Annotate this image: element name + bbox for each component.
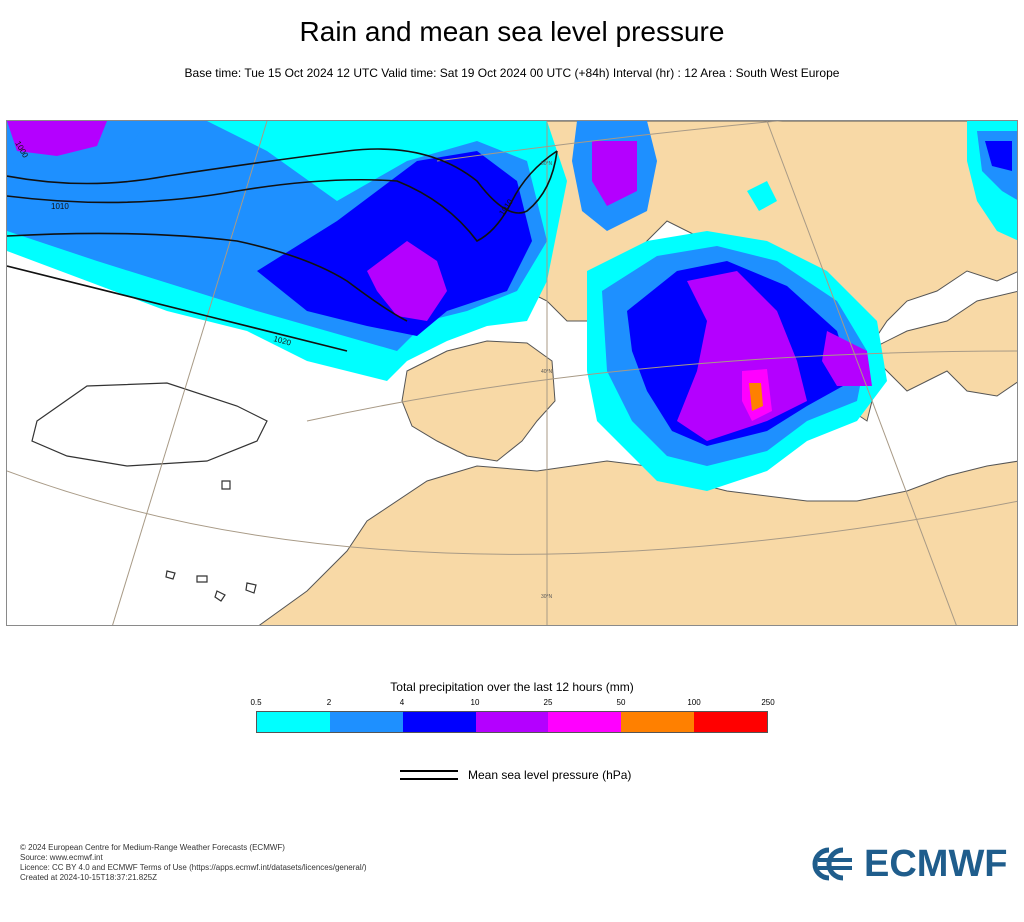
islands-layer (31, 382, 268, 602)
footer-credits: © 2024 European Centre for Medium-Range … (20, 843, 367, 883)
colorbar-segment (694, 712, 768, 732)
graticule-label-50n: 50°N (541, 161, 553, 167)
chart-subtitle: Base time: Tue 15 Oct 2024 12 UTC Valid … (184, 66, 840, 80)
isobar-label-1010-west: 1010 (51, 202, 69, 211)
footer-licence: Licence: CC BY 4.0 and ECMWF Terms of Us… (20, 863, 367, 872)
mslp-legend-line-top (400, 770, 458, 772)
ecmwf-logo-text: ECMWF (864, 842, 1008, 885)
graticule-layer (7, 121, 1017, 625)
colorbar-segment (475, 712, 549, 732)
colorbar-segment (257, 712, 330, 732)
legend-tick: 4 (399, 698, 405, 707)
footer-created: Created at 2024-10-15T18:37:21.825Z (20, 873, 157, 882)
precipitation-colorbar (256, 711, 768, 733)
legend-title: Total precipitation over the last 12 hou… (390, 680, 634, 694)
map-canvas: 1000 1010 1010 1020 50°N 40°N 30°N (7, 121, 1017, 625)
mslp-legend-line-bottom (400, 778, 458, 780)
legend-tick: 25 (543, 698, 553, 707)
legend-tick: 10 (470, 698, 480, 707)
legend-tick: 0.5 (250, 698, 262, 707)
ecmwf-logo[interactable]: ECMWF (812, 842, 1008, 885)
colorbar-segment (329, 712, 403, 732)
legend-tick: 100 (687, 698, 701, 707)
colorbar-segment (548, 712, 622, 732)
footer-source: Source: www.ecmwf.int (20, 853, 103, 862)
isobar-layer (7, 148, 558, 352)
graticule-label-40n: 40°N (541, 369, 553, 375)
legend-tick: 50 (616, 698, 626, 707)
ecmwf-logo-icon (812, 847, 852, 881)
mslp-legend-label: Mean sea level pressure (hPa) (468, 768, 632, 782)
precipitation-layer (7, 121, 1017, 491)
forecast-map[interactable]: 1000 1010 1010 1020 50°N 40°N 30°N (6, 120, 1018, 626)
legend-tick: 2 (326, 698, 332, 707)
graticule-label-30n: 30°N (541, 594, 553, 600)
colorbar-segment (621, 712, 695, 732)
colorbar-segment (402, 712, 476, 732)
footer-copyright: © 2024 European Centre for Medium-Range … (20, 843, 285, 852)
legend-tick: 250 (761, 698, 775, 707)
chart-title: Rain and mean sea level pressure (299, 16, 725, 47)
